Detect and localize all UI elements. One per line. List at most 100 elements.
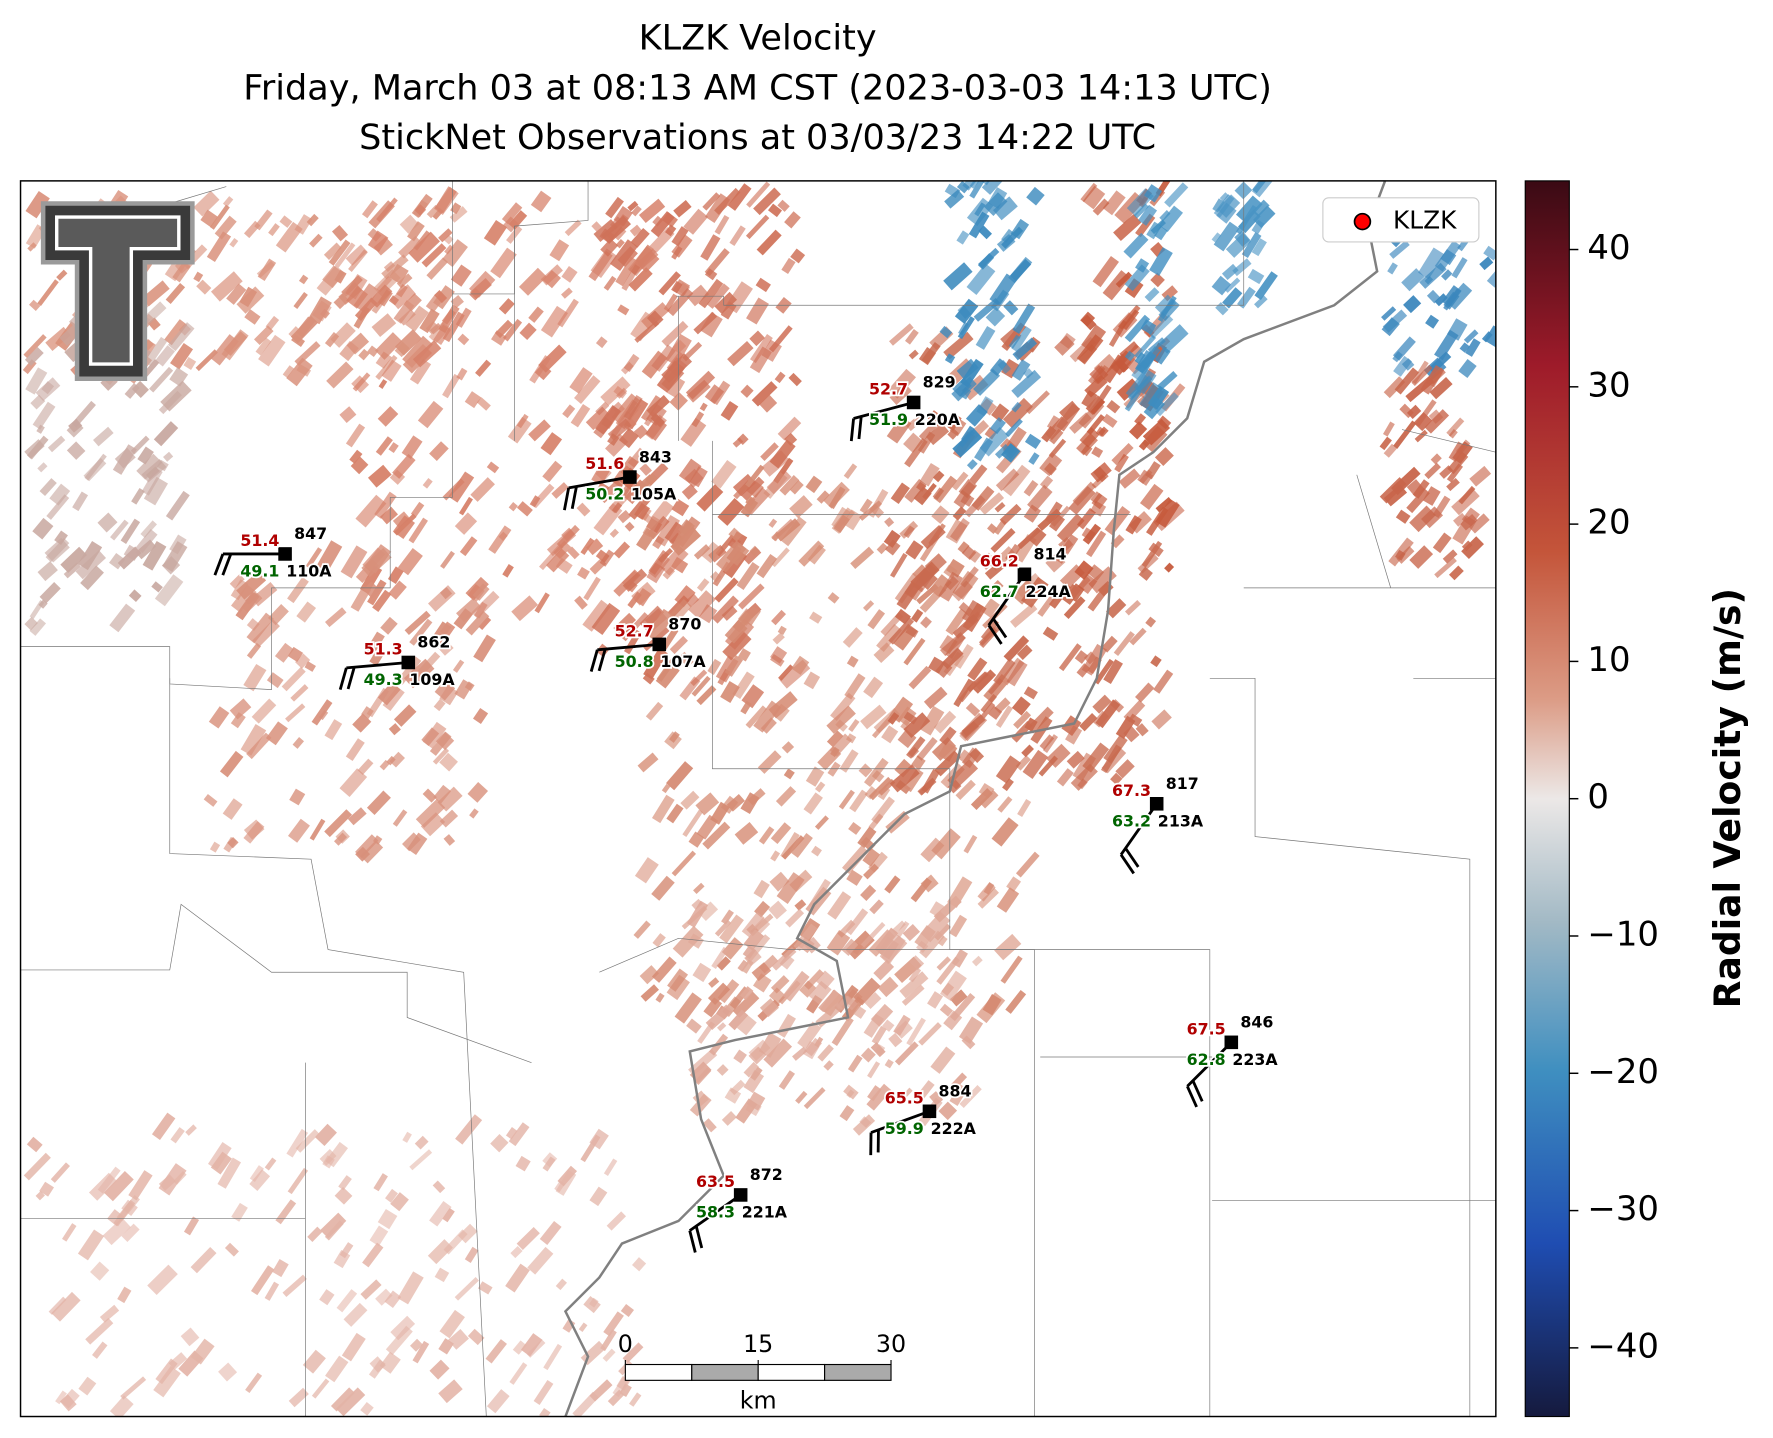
echo bbox=[869, 899, 884, 915]
echo bbox=[296, 601, 317, 623]
dewpoint: 49.3 bbox=[364, 670, 403, 689]
echo bbox=[936, 956, 951, 971]
echo bbox=[1135, 723, 1149, 737]
echo bbox=[1395, 509, 1411, 524]
echo bbox=[295, 1129, 320, 1153]
echo bbox=[876, 542, 889, 555]
echo bbox=[956, 230, 970, 245]
echo bbox=[846, 869, 863, 886]
echo bbox=[469, 808, 479, 819]
echo bbox=[1102, 413, 1118, 428]
echo bbox=[716, 1064, 729, 1076]
echo bbox=[651, 956, 677, 983]
echo bbox=[732, 671, 755, 700]
echo bbox=[816, 490, 830, 504]
echo bbox=[847, 1054, 863, 1073]
echo bbox=[97, 1166, 121, 1194]
dewpoint: 50.2 bbox=[585, 485, 624, 504]
echo bbox=[771, 547, 790, 568]
echo bbox=[602, 1348, 616, 1362]
echo bbox=[486, 461, 500, 474]
scale-segment bbox=[757, 1363, 826, 1381]
echo bbox=[747, 788, 766, 806]
echo bbox=[1086, 414, 1105, 435]
echo bbox=[165, 490, 190, 521]
echo bbox=[340, 545, 368, 579]
echo bbox=[1011, 326, 1032, 353]
echo bbox=[23, 1152, 51, 1181]
echo bbox=[1150, 272, 1165, 288]
echo bbox=[322, 265, 345, 289]
echo bbox=[117, 1286, 132, 1304]
echo bbox=[640, 984, 659, 1002]
echo bbox=[369, 1225, 389, 1247]
echo bbox=[745, 705, 768, 729]
echo bbox=[931, 828, 961, 860]
echo bbox=[396, 273, 413, 289]
wind-barb bbox=[213, 553, 225, 576]
station-id: 223A bbox=[1232, 1050, 1278, 1069]
echo bbox=[302, 1349, 326, 1374]
echo bbox=[755, 277, 771, 293]
echo bbox=[311, 1378, 330, 1399]
echo bbox=[792, 1046, 808, 1061]
echo bbox=[1394, 367, 1419, 395]
echo bbox=[562, 404, 576, 419]
echo bbox=[1434, 557, 1457, 579]
echo bbox=[366, 687, 389, 718]
echo bbox=[1213, 221, 1240, 252]
echo bbox=[1115, 271, 1133, 288]
echo bbox=[376, 276, 393, 293]
echo bbox=[717, 1022, 727, 1032]
echo bbox=[164, 319, 188, 346]
echo bbox=[705, 1004, 733, 1031]
echo bbox=[1081, 527, 1096, 541]
echo bbox=[83, 457, 107, 482]
echo bbox=[972, 669, 997, 694]
echo bbox=[603, 275, 617, 291]
echo bbox=[1383, 376, 1406, 399]
echo bbox=[886, 416, 912, 444]
echo bbox=[860, 704, 887, 730]
echo bbox=[740, 384, 754, 398]
echo bbox=[994, 501, 1006, 513]
echo bbox=[1005, 989, 1027, 1014]
echo bbox=[510, 1245, 523, 1259]
wind-barb bbox=[694, 1225, 704, 1249]
legend-label: KLZK bbox=[1393, 206, 1457, 235]
echo bbox=[727, 340, 754, 367]
echo bbox=[658, 271, 681, 296]
echo bbox=[826, 705, 856, 734]
echo bbox=[714, 577, 739, 603]
echo bbox=[963, 834, 978, 854]
logo bbox=[40, 201, 195, 381]
echo bbox=[312, 300, 332, 322]
echo bbox=[24, 439, 45, 459]
echo bbox=[583, 1295, 601, 1314]
echo bbox=[485, 1339, 507, 1364]
echo bbox=[143, 476, 168, 506]
echo bbox=[415, 798, 446, 828]
echo bbox=[971, 955, 983, 967]
echo bbox=[324, 607, 347, 628]
echo bbox=[1134, 413, 1147, 426]
echo bbox=[208, 706, 230, 729]
echo bbox=[1090, 398, 1106, 415]
station-id: 213A bbox=[1158, 811, 1204, 830]
echo bbox=[646, 310, 664, 328]
echo bbox=[738, 583, 765, 610]
echo bbox=[956, 180, 970, 194]
echo bbox=[1212, 198, 1225, 213]
echo bbox=[864, 786, 878, 800]
echo bbox=[1000, 955, 1023, 984]
echo bbox=[193, 271, 204, 283]
echo bbox=[594, 482, 610, 498]
echo bbox=[978, 225, 993, 240]
echo bbox=[512, 1340, 527, 1355]
echo bbox=[410, 501, 425, 518]
echo bbox=[1154, 447, 1174, 466]
echo bbox=[366, 790, 391, 815]
echo bbox=[330, 1387, 355, 1412]
echo bbox=[815, 970, 835, 990]
echo bbox=[1074, 650, 1089, 664]
